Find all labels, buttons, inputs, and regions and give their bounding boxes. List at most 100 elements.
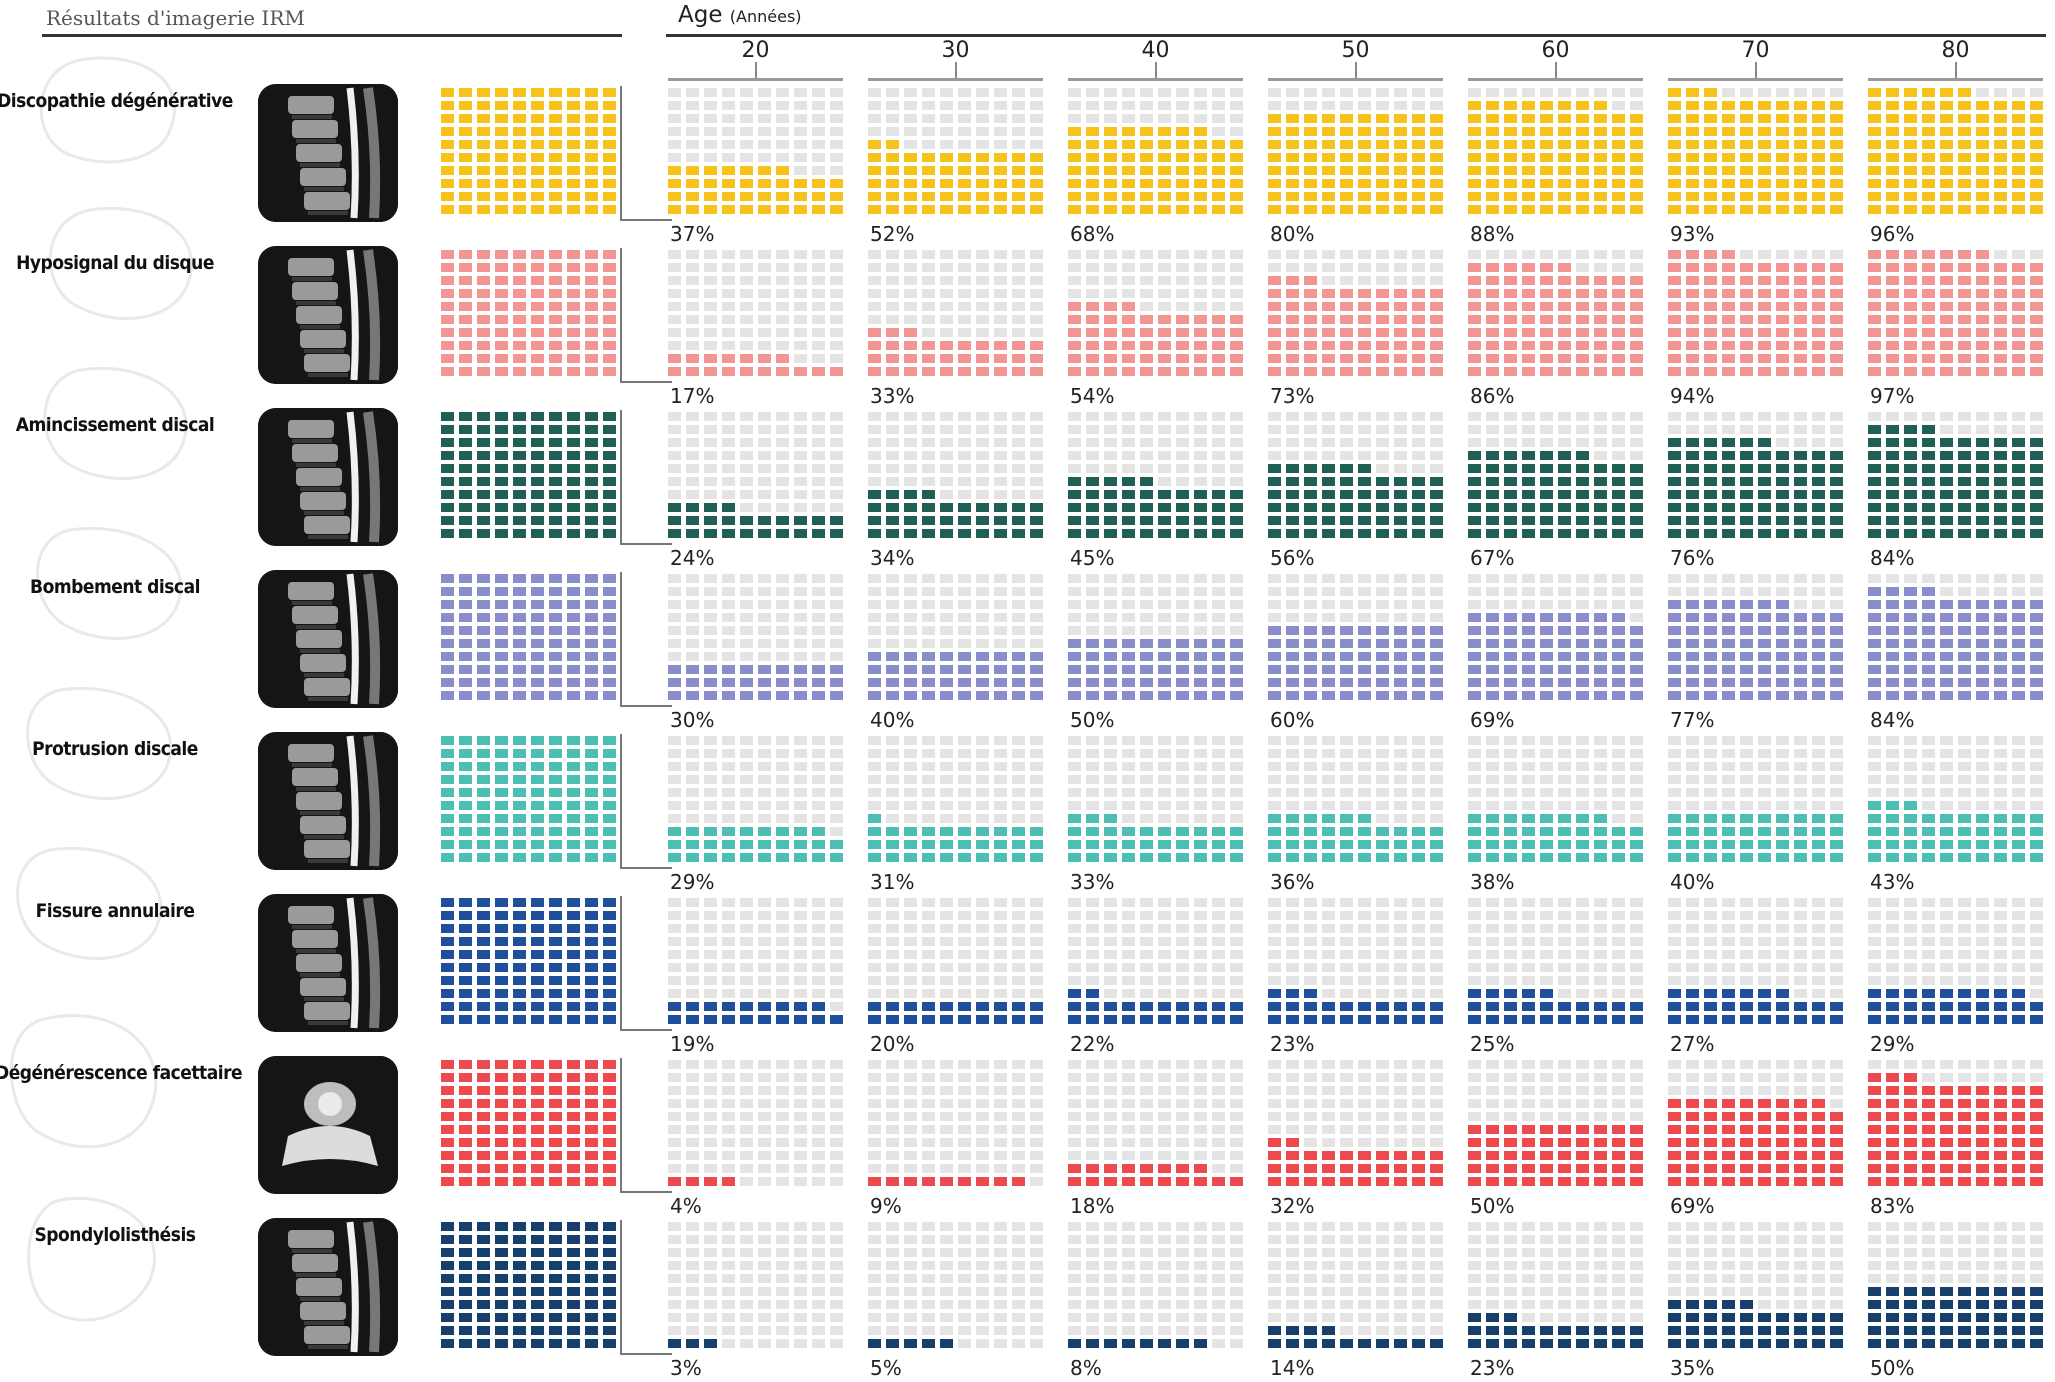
waffle-cell-filled bbox=[441, 814, 454, 823]
waffle-cell-filled bbox=[1468, 516, 1481, 525]
waffle-cell-empty bbox=[776, 425, 789, 434]
waffle-cell-filled bbox=[1212, 490, 1225, 499]
waffle-cell-empty bbox=[1430, 788, 1443, 797]
waffle-cell-filled bbox=[1812, 315, 1825, 324]
waffle-cell-filled bbox=[603, 600, 616, 609]
waffle-cell-empty bbox=[1522, 574, 1535, 583]
waffle-cell-filled bbox=[1086, 192, 1099, 201]
waffle-cell-filled bbox=[940, 691, 953, 700]
waffle-cell-empty bbox=[1994, 963, 2007, 972]
waffle-cell-empty bbox=[1794, 911, 1807, 920]
waffle-cell-filled bbox=[704, 166, 717, 175]
waffle-cell-empty bbox=[1086, 950, 1099, 959]
waffle-cell-empty bbox=[794, 924, 807, 933]
waffle-cell-filled bbox=[567, 749, 580, 758]
waffle-cell-empty bbox=[1104, 788, 1117, 797]
waffle-cell-filled bbox=[1194, 1002, 1207, 1011]
waffle-cell-empty bbox=[1158, 600, 1171, 609]
waffle-cell-empty bbox=[1212, 438, 1225, 447]
waffle-cell-filled bbox=[1468, 101, 1481, 110]
waffle-cell-filled bbox=[1158, 127, 1171, 136]
waffle-cell-empty bbox=[1176, 574, 1189, 583]
waffle-cell-filled bbox=[1158, 179, 1171, 188]
waffle-cell-empty bbox=[1922, 788, 1935, 797]
waffle-cell-filled bbox=[441, 354, 454, 363]
waffle-cell-filled bbox=[1776, 503, 1789, 512]
waffle-cell-filled bbox=[922, 503, 935, 512]
waffle-cell-empty bbox=[1230, 613, 1243, 622]
waffle-cell-filled bbox=[1194, 840, 1207, 849]
waffle-cell-empty bbox=[1012, 626, 1025, 635]
percent-label: 38% bbox=[1470, 870, 1515, 894]
waffle-cell-empty bbox=[1194, 438, 1207, 447]
waffle-cell-filled bbox=[886, 1015, 899, 1024]
waffle-cell-filled bbox=[1304, 315, 1317, 324]
waffle-cell-empty bbox=[1140, 250, 1153, 259]
waffle-cell-filled bbox=[513, 775, 526, 784]
vertebra bbox=[288, 582, 334, 600]
waffle-cell-empty bbox=[1630, 412, 1643, 421]
waffle-cell-empty bbox=[958, 762, 971, 771]
waffle-cell-filled bbox=[1976, 302, 1989, 311]
waffle-cell-filled bbox=[495, 775, 508, 784]
waffle-cell-filled bbox=[1358, 853, 1371, 862]
waffle-cell-empty bbox=[1012, 101, 1025, 110]
waffle-cell-filled bbox=[1630, 516, 1643, 525]
waffle-cell-empty bbox=[1068, 438, 1081, 447]
waffle-cell-filled bbox=[1394, 328, 1407, 337]
waffle-cell-filled bbox=[549, 438, 562, 447]
row-label: Discopathie dégénérative bbox=[0, 90, 233, 112]
waffle-cell-empty bbox=[1594, 898, 1607, 907]
waffle-cell-filled bbox=[549, 827, 562, 836]
waffle-cell-filled bbox=[1176, 652, 1189, 661]
waffle-cell-filled bbox=[1122, 639, 1135, 648]
waffle-cell-filled bbox=[1576, 691, 1589, 700]
spinal-cord bbox=[346, 573, 359, 705]
waffle-cell-empty bbox=[1812, 88, 1825, 97]
waffle-cell-filled bbox=[886, 341, 899, 350]
waffle-cell-filled bbox=[495, 153, 508, 162]
waffle-cell-empty bbox=[1394, 464, 1407, 473]
waffle-cell-filled bbox=[567, 153, 580, 162]
percent-label: 29% bbox=[670, 870, 715, 894]
waffle-cell-empty bbox=[1012, 289, 1025, 298]
waffle-cell-filled bbox=[549, 412, 562, 421]
waffle-cell-filled bbox=[1486, 341, 1499, 350]
waffle-cell-empty bbox=[1976, 775, 1989, 784]
waffle-cell-filled bbox=[567, 574, 580, 583]
waffle-grid bbox=[1668, 250, 1843, 376]
waffle-cell-filled bbox=[1230, 179, 1243, 188]
waffle-cell-filled bbox=[958, 1015, 971, 1024]
waffle-cell-filled bbox=[477, 166, 490, 175]
waffle-cell-filled bbox=[2030, 127, 2043, 136]
waffle-cell-filled bbox=[1012, 179, 1025, 188]
waffle-cell-empty bbox=[1904, 762, 1917, 771]
waffle-cell-filled bbox=[1540, 367, 1553, 376]
waffle-cell-filled bbox=[1868, 354, 1881, 363]
waffle-cell-empty bbox=[1668, 775, 1681, 784]
waffle-cell-filled bbox=[904, 205, 917, 214]
waffle-cell-empty bbox=[922, 937, 935, 946]
percent-label: 56% bbox=[1270, 546, 1315, 570]
waffle-cell-filled bbox=[776, 179, 789, 188]
waffle-cell-empty bbox=[1794, 736, 1807, 745]
waffle-cell-filled bbox=[1576, 613, 1589, 622]
waffle-cell-filled bbox=[1594, 529, 1607, 538]
waffle-cell-filled bbox=[886, 529, 899, 538]
waffle-cell-empty bbox=[1776, 250, 1789, 259]
waffle-cell-filled bbox=[513, 736, 526, 745]
waffle-cell-filled bbox=[1868, 853, 1881, 862]
waffle-cell-filled bbox=[1576, 490, 1589, 499]
waffle-cell-empty bbox=[904, 950, 917, 959]
waffle-cell-filled bbox=[513, 801, 526, 810]
waffle-cell-empty bbox=[1468, 898, 1481, 907]
waffle-cell-empty bbox=[740, 950, 753, 959]
waffle-cell-empty bbox=[740, 101, 753, 110]
waffle-cell-empty bbox=[1776, 898, 1789, 907]
waffle-cell-filled bbox=[1158, 367, 1171, 376]
waffle-cell-filled bbox=[1868, 814, 1881, 823]
waffle-cell-filled bbox=[477, 950, 490, 959]
waffle-cell-filled bbox=[1122, 315, 1135, 324]
waffle-cell-empty bbox=[1230, 989, 1243, 998]
waffle-cell-empty bbox=[1668, 587, 1681, 596]
